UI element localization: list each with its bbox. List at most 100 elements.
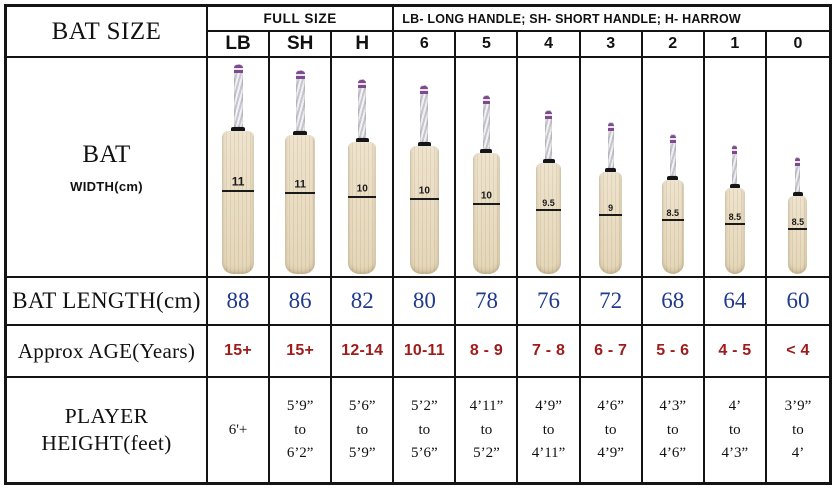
handle-grip-band xyxy=(482,96,490,104)
handle-grip-band xyxy=(795,158,801,166)
row-label-bat-length: BAT LENGTH(cm) xyxy=(7,278,208,326)
size-header-5: 5 xyxy=(456,32,519,58)
age-H: 12-14 xyxy=(332,326,395,378)
height-range-line: to xyxy=(604,421,617,438)
bat-length-4: 76 xyxy=(518,278,581,326)
height-range-line: 4’3” xyxy=(659,398,687,415)
height-range-line: 4’11” xyxy=(469,398,504,415)
bat-cell-5: 10 xyxy=(456,58,519,278)
row-label-bat-width: BAT WIDTH(cm) xyxy=(7,58,208,278)
handle-grip-band xyxy=(545,111,553,119)
row-label-player-height: PLAYER HEIGHT(feet) xyxy=(7,378,208,482)
bat-cell-4: 9.5 xyxy=(518,58,581,278)
bat-cell-3: 9 xyxy=(580,58,643,278)
bat-width-marker-line xyxy=(222,189,255,192)
bat-cell-0: 8.5 xyxy=(766,58,829,278)
player-height-LB: 6'+ xyxy=(208,378,271,482)
bat-width-value: 8.5 xyxy=(791,216,805,227)
bat-width-value: 11 xyxy=(294,178,306,191)
bat-width-marker-line xyxy=(409,198,439,201)
player-height-label-line1: PLAYER xyxy=(64,404,149,428)
age-SH: 15+ xyxy=(270,326,333,378)
bat-width-marker-line xyxy=(348,196,377,199)
bat-width-value: 9 xyxy=(608,202,614,213)
bat-cell-H: 10 xyxy=(332,58,395,278)
size-header-3: 3 xyxy=(580,32,643,58)
bat-width-value: 10 xyxy=(418,186,430,198)
size-header-LB: LB xyxy=(208,32,271,58)
height-range-line: 5’2” xyxy=(411,398,438,415)
bat-width-marker-line xyxy=(599,213,623,216)
cricket-bat-illustration-6: 10 xyxy=(409,85,439,274)
bat-width-value: 8.5 xyxy=(728,212,742,223)
bat-length-2: 68 xyxy=(642,278,705,326)
bat-length-5: 78 xyxy=(456,278,519,326)
bat-length-1: 64 xyxy=(704,278,767,326)
size-header-0: 0 xyxy=(766,32,829,58)
height-range-line: to xyxy=(356,421,369,438)
cricket-bat-illustration-LB: 11 xyxy=(222,64,255,274)
player-height-2: 4’3” to 4’6” xyxy=(642,378,705,482)
bat-cell-LB: 11 xyxy=(208,58,271,278)
player-height-SH: 5’9” to 6’2” xyxy=(270,378,333,482)
age-5: 8 - 9 xyxy=(456,326,519,378)
height-range-line: 4’9” xyxy=(535,398,562,415)
height-range-line: 5’2” xyxy=(473,445,500,462)
cricket-bat-illustration-2: 8.5 xyxy=(661,134,684,274)
bat-width-marker-line xyxy=(661,218,684,221)
height-range-line: to xyxy=(792,421,804,438)
bat-width-marker-line xyxy=(788,227,808,230)
cricket-bat-illustration-4: 9.5 xyxy=(536,110,562,274)
cricket-bat-illustration-H: 10 xyxy=(348,79,377,274)
handle-grip-band xyxy=(669,135,676,143)
height-range-line: 4’3” xyxy=(721,445,749,462)
player-height-0: 3’9” to 4’ xyxy=(766,378,829,482)
size-chart-table: BAT SIZE FULL SIZE LB- LONG HANDLE; SH- … xyxy=(4,4,832,485)
handle-grip-band xyxy=(420,86,429,94)
player-height-1: 4’ to 4’3” xyxy=(704,378,767,482)
bat-width-value: 11 xyxy=(231,173,245,188)
height-range-line: 5’9” xyxy=(348,445,376,462)
height-range-line: 4’ xyxy=(728,398,742,415)
height-range-line: 6’2” xyxy=(286,445,314,462)
age-0: < 4 xyxy=(766,326,829,378)
height-range-line: 4’11” xyxy=(531,445,566,462)
bat-width-value: 10 xyxy=(480,190,492,202)
bat-cell-2: 8.5 xyxy=(642,58,705,278)
height-range-line: to xyxy=(418,421,431,438)
player-height-H: 5’6” to 5’9” xyxy=(332,378,395,482)
size-header-2: 2 xyxy=(642,32,705,58)
height-range-line: 4’9” xyxy=(597,445,624,462)
height-range-line: 6'+ xyxy=(228,421,248,438)
bat-length-0: 60 xyxy=(766,278,829,326)
cricket-bat-illustration-5: 10 xyxy=(472,95,500,274)
age-6: 10-11 xyxy=(394,326,457,378)
bat-width-marker-line xyxy=(536,208,562,211)
bat-length-H: 82 xyxy=(332,278,395,326)
player-height-label-line2: HEIGHT(feet) xyxy=(41,431,172,455)
size-header-H: H xyxy=(332,32,395,58)
bat-length-LB: 88 xyxy=(208,278,271,326)
handle-grip-band xyxy=(358,80,367,88)
height-range-line: 5’6” xyxy=(348,398,376,415)
age-LB: 15+ xyxy=(208,326,271,378)
bat-width-label-unit: WIDTH(cm) xyxy=(70,178,143,194)
height-range-line: 5’9” xyxy=(286,398,314,415)
size-header-6: 6 xyxy=(394,32,457,58)
size-header-1: 1 xyxy=(704,32,767,58)
age-2: 5 - 6 xyxy=(642,326,705,378)
bat-cell-1: 8.5 xyxy=(704,58,767,278)
bat-width-marker-line xyxy=(724,223,745,226)
row-label-age: Approx AGE(Years) xyxy=(7,326,208,378)
height-range-line: 4’ xyxy=(791,445,805,462)
bat-width-value: 9.5 xyxy=(542,197,555,208)
height-range-line: to xyxy=(666,421,679,438)
bat-length-SH: 86 xyxy=(270,278,333,326)
height-range-line: to xyxy=(542,421,555,438)
full-size-header: FULL SIZE xyxy=(208,7,395,32)
height-range-line: 5’6” xyxy=(411,445,438,462)
bat-cell-6: 10 xyxy=(394,58,457,278)
handle-grip-band xyxy=(607,123,614,131)
height-range-line: to xyxy=(480,421,493,438)
